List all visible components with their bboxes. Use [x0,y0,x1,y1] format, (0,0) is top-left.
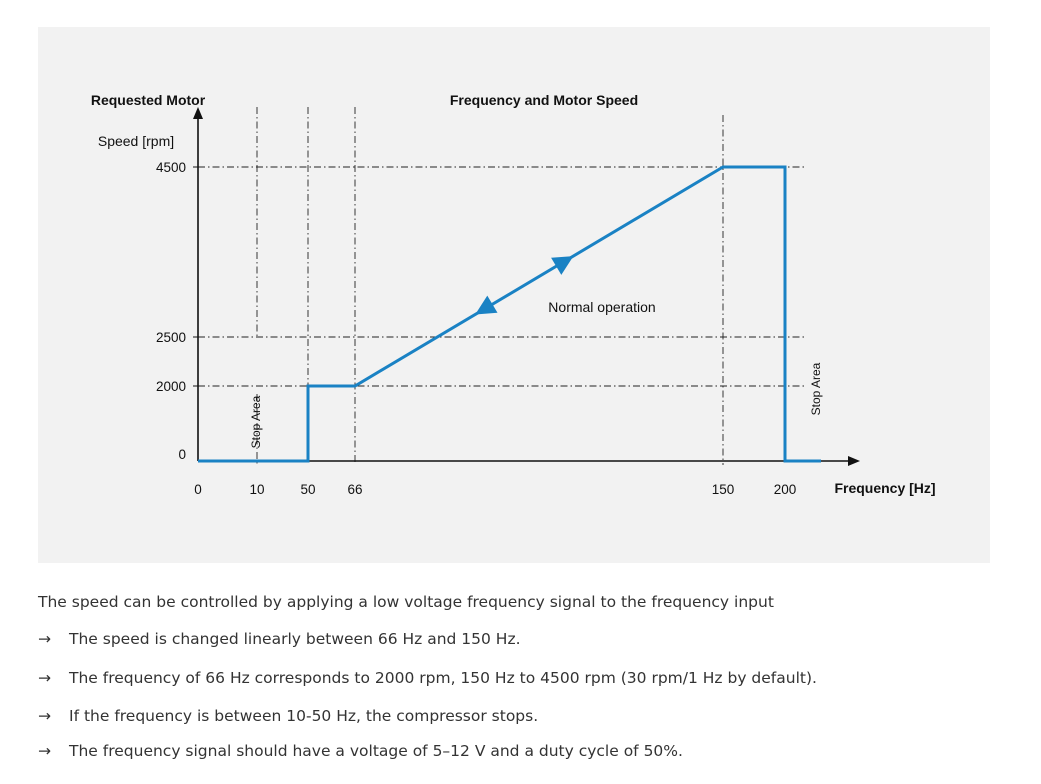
normal-operation-label: Normal operation [548,299,655,315]
x-axis-label: Frequency [Hz] [834,480,935,496]
chart-panel: 0 2000 2500 4500 0 10 50 66 150 200 Requested Moto… [38,27,990,563]
direction-arrow-up [551,256,574,275]
x-axis-arrowhead [848,456,860,466]
bullet-item: → The frequency signal should have a volt… [38,742,1018,760]
y-axis-label-line1: Requested Motor [91,92,206,108]
y-tick-label: 2500 [156,330,186,345]
stop-area-label-low: Stop Area [249,395,263,448]
bullet-text: The frequency of 66 Hz corresponds to 20… [69,669,817,687]
arrow-icon: → [38,742,51,760]
arrow-icon: → [38,669,51,687]
chart: 0 2000 2500 4500 0 10 50 66 150 200 Requested Moto… [91,92,936,497]
x-tick-label: 10 [249,482,264,497]
x-tick-label: 200 [774,482,797,497]
y-tick-label: 4500 [156,160,186,175]
y-axis-label-line2: Speed [rpm] [98,133,174,149]
series-line [198,165,821,463]
x-tick-label: 50 [300,482,315,497]
arrow-icon: → [38,630,51,648]
x-tick-label: 150 [712,482,735,497]
stop-area-label-high: Stop Area [809,362,823,415]
y-tick-label: 2000 [156,379,186,394]
arrow-icon: → [38,707,51,725]
bullet-item: → The speed is changed linearly between 6… [38,630,1018,648]
direction-arrow-down [475,295,498,315]
bullet-text: If the frequency is between 10-50 Hz, th… [69,707,539,725]
bullet-item: → If the frequency is between 10-50 Hz, t… [38,707,1018,725]
bullet-text: The frequency signal should have a volta… [69,742,683,760]
bullet-item: → The frequency of 66 Hz corresponds to 2… [38,669,1018,687]
bullet-text: The speed is changed linearly between 66… [69,630,521,648]
chart-title: Frequency and Motor Speed [450,92,638,108]
y-axis-arrowhead [193,107,203,119]
description-text: The speed can be controlled by applying … [38,593,774,611]
y-tick-label: 0 [178,447,186,462]
x-tick-label: 66 [347,482,362,497]
x-tick-label: 0 [194,482,202,497]
